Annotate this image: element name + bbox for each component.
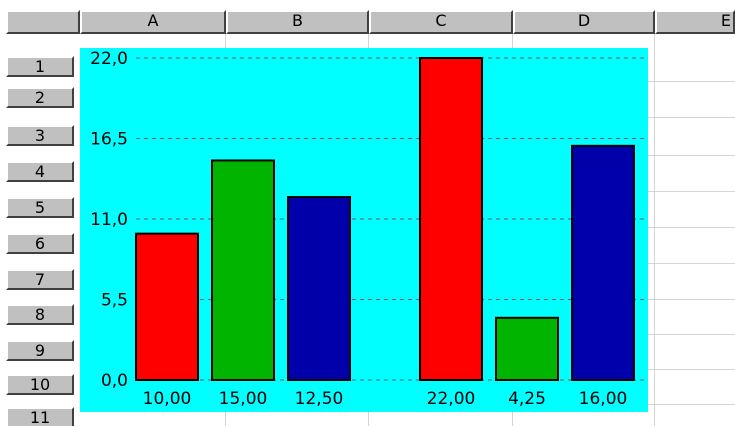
grid-line-col-e <box>654 34 655 426</box>
y-tick-label-2: 11,0 <box>90 210 128 230</box>
column-header-c[interactable]: C <box>369 10 513 34</box>
x-tick-label-5: 16,00 <box>579 389 628 409</box>
bar-0[interactable] <box>135 232 199 381</box>
row-header-11[interactable]: 11 <box>6 407 74 426</box>
x-tick-label-2: 12,50 <box>295 389 344 409</box>
row-header-2[interactable]: 2 <box>6 87 74 108</box>
y-tick-label-4: 22,0 <box>90 49 128 69</box>
column-header-e[interactable]: E <box>655 10 735 34</box>
select-all-corner[interactable] <box>6 10 80 34</box>
row-header-7[interactable]: 7 <box>6 269 74 290</box>
column-header-d[interactable]: D <box>513 10 655 34</box>
row-header-10[interactable]: 10 <box>6 374 74 395</box>
x-tick-label-1: 15,00 <box>219 389 268 409</box>
row-header-5[interactable]: 5 <box>6 197 74 218</box>
y-tick-label-0: 0,0 <box>101 371 128 391</box>
row-header-6[interactable]: 6 <box>6 233 74 254</box>
bar-4[interactable] <box>495 316 559 381</box>
y-tick-label-3: 16,5 <box>90 130 128 150</box>
x-tick-label-3: 22,00 <box>427 389 476 409</box>
bar-2[interactable] <box>287 196 351 381</box>
y-tick-label-1: 5,5 <box>101 291 128 311</box>
row-header-8[interactable]: 8 <box>6 304 74 325</box>
column-header-a[interactable]: A <box>80 10 226 34</box>
bar-3[interactable] <box>419 57 483 381</box>
column-header-b[interactable]: B <box>226 10 369 34</box>
x-tick-label-0: 10,00 <box>143 389 192 409</box>
row-header-4[interactable]: 4 <box>6 161 74 182</box>
bar-1[interactable] <box>211 159 275 381</box>
row-header-3[interactable]: 3 <box>6 125 74 146</box>
row-header-1[interactable]: 1 <box>6 56 74 77</box>
row-header-9[interactable]: 9 <box>6 340 74 361</box>
bar-5[interactable] <box>571 144 635 381</box>
x-tick-label-4: 4,25 <box>508 389 546 409</box>
